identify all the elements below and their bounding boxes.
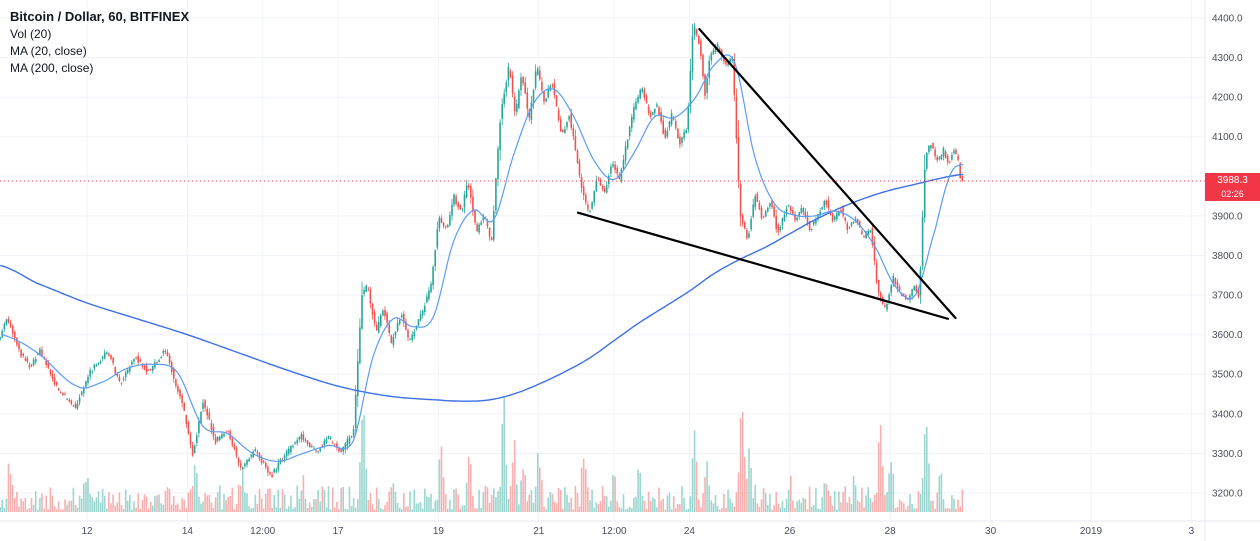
svg-text:3900.0: 3900.0 [1212, 211, 1243, 222]
indicator-ma20-label[interactable]: MA (20, close) [10, 44, 87, 58]
svg-text:21: 21 [533, 526, 545, 537]
svg-text:3400.0: 3400.0 [1212, 409, 1243, 420]
symbol-title[interactable]: Bitcoin / Dollar, 60, BITFINEX [10, 9, 190, 24]
indicator-volume-label[interactable]: Vol (20) [10, 27, 52, 41]
svg-text:3200.0: 3200.0 [1212, 489, 1243, 500]
svg-text:4400.0: 4400.0 [1212, 14, 1243, 25]
svg-text:4100.0: 4100.0 [1212, 132, 1243, 143]
time-axis[interactable] [0, 521, 1205, 541]
svg-text:30: 30 [985, 526, 997, 537]
svg-text:3600.0: 3600.0 [1212, 330, 1243, 341]
svg-text:3500.0: 3500.0 [1212, 370, 1243, 381]
svg-text:3700.0: 3700.0 [1212, 291, 1243, 302]
svg-text:2019: 2019 [1080, 526, 1103, 537]
svg-text:4200.0: 4200.0 [1212, 93, 1243, 104]
svg-text:14: 14 [182, 526, 194, 537]
svg-text:3300.0: 3300.0 [1212, 449, 1243, 460]
svg-text:12:00: 12:00 [602, 526, 627, 537]
price-axis[interactable] [1205, 0, 1260, 521]
svg-text:4300.0: 4300.0 [1212, 53, 1243, 64]
svg-text:3: 3 [1189, 526, 1195, 537]
svg-text:12: 12 [81, 526, 93, 537]
last-price-badge: 3988.3 [1205, 173, 1260, 188]
svg-text:17: 17 [332, 526, 344, 537]
chart-legend: Bitcoin / Dollar, 60, BITFINEX Vol (20) … [10, 8, 189, 77]
svg-text:19: 19 [433, 526, 445, 537]
svg-text:24: 24 [684, 526, 696, 537]
svg-text:26: 26 [784, 526, 796, 537]
svg-text:3800.0: 3800.0 [1212, 251, 1243, 262]
svg-text:12:00: 12:00 [250, 526, 275, 537]
countdown-badge: 02:26 [1205, 188, 1260, 201]
svg-text:28: 28 [885, 526, 897, 537]
indicator-ma200-label[interactable]: MA (200, close) [10, 61, 94, 75]
